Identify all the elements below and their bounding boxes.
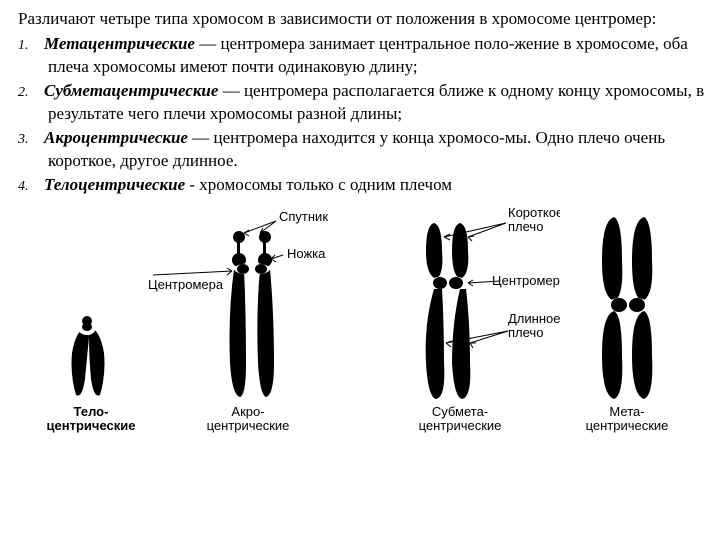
akro-column: Спутник Ножка Центромера Акро-центрическ…: [148, 203, 348, 435]
term: Телоцентрические: [44, 175, 185, 194]
term: Метацентрические: [44, 34, 195, 53]
submeta-svg: Короткое плечо Центромера Длинное плечо: [360, 203, 560, 403]
submeta-caption: Субмета-центрические: [419, 405, 502, 435]
meta-column: Мета-центрические: [572, 203, 682, 435]
label-short-arm-1: Короткое: [508, 205, 560, 220]
term: Субметацентрические: [44, 81, 218, 100]
telo-svg: [46, 203, 136, 403]
akro-caption: Акро-центрические: [207, 405, 290, 435]
label-centromera: Центромера: [148, 277, 224, 292]
meta-caption: Мета-центрические: [586, 405, 669, 435]
intro-text: Различают четыре типа хромосом в зависим…: [18, 8, 716, 31]
label-nozhka: Ножка: [287, 246, 326, 261]
submeta-column: Короткое плечо Центромера Длинное плечо …: [360, 203, 560, 435]
label-long-arm-2: плечо: [508, 325, 543, 340]
definition-item: Субметацентрические — центромера распола…: [18, 80, 716, 126]
label-sputnik: Спутник: [279, 209, 328, 224]
definition-list: Метацентрические — центромера занимает ц…: [18, 33, 716, 197]
definition-item: Акроцентрические — центромера находится …: [18, 127, 716, 173]
label-short-arm-2: плечо: [508, 219, 543, 234]
definition-rest: - хромосомы только с одним плечом: [185, 175, 452, 194]
telo-caption: Тело-центрические: [47, 405, 136, 435]
definition-item: Телоцентрические - хромосомы только с од…: [18, 174, 716, 197]
chromosome-figure: Тело-центрические: [18, 203, 716, 435]
term: Акроцентрические: [44, 128, 188, 147]
akro-svg: Спутник Ножка Центромера: [148, 203, 348, 403]
meta-svg: [572, 203, 682, 403]
definition-item: Метацентрические — центромера занимает ц…: [18, 33, 716, 79]
telo-column: Тело-центрические: [46, 203, 136, 435]
label-long-arm-1: Длинное: [508, 311, 560, 326]
label-centromera2: Центромера: [492, 273, 560, 288]
